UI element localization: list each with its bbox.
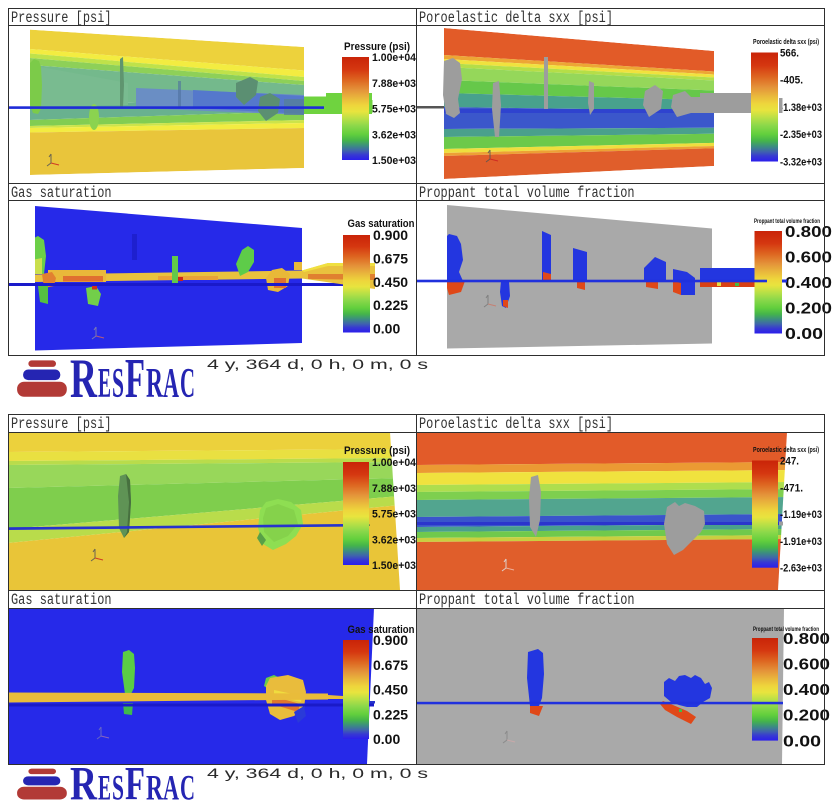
svg-text:R: R [146, 361, 163, 407]
svg-text:7.88e+03: 7.88e+03 [372, 483, 416, 495]
svg-text:0.600: 0.600 [785, 249, 832, 266]
svg-text:0.00: 0.00 [373, 321, 400, 337]
svg-text:Pressure (psi): Pressure (psi) [344, 445, 410, 457]
svg-text:A: A [163, 769, 179, 808]
svg-text:1.50e+03: 1.50e+03 [372, 155, 416, 167]
svg-text:E: E [98, 769, 111, 808]
svg-text:F: F [125, 758, 145, 809]
svg-text:0.00: 0.00 [373, 731, 400, 747]
svg-text:1.50e+03: 1.50e+03 [372, 560, 416, 572]
svg-text:5.75e+03: 5.75e+03 [372, 509, 416, 521]
svg-text:-471.: -471. [780, 482, 803, 494]
svg-text:0.800: 0.800 [783, 631, 830, 648]
svg-text:Proppant total volume fraction: Proppant total volume fraction [753, 626, 819, 633]
svg-text:0.800: 0.800 [785, 224, 832, 241]
svg-text:-1.19e+03: -1.19e+03 [780, 509, 822, 521]
svg-text:1.00e+04: 1.00e+04 [372, 52, 417, 64]
svg-text:C: C [180, 769, 195, 808]
svg-text:C: C [180, 361, 195, 407]
svg-text:-2.63e+03: -2.63e+03 [780, 563, 822, 575]
svg-text:R: R [70, 758, 97, 809]
svg-text:S: S [112, 769, 124, 808]
svg-text:0.900: 0.900 [373, 632, 408, 648]
svg-text:0.00: 0.00 [783, 733, 821, 750]
svg-text:0.225: 0.225 [373, 297, 408, 313]
svg-text:R: R [70, 348, 97, 410]
svg-text:3.62e+03: 3.62e+03 [372, 129, 416, 141]
svg-text:3.62e+03: 3.62e+03 [372, 534, 416, 546]
svg-text:Poroelastic delta sxx (psi): Poroelastic delta sxx (psi) [753, 39, 819, 46]
svg-text:247.: 247. [780, 456, 799, 468]
svg-text:Gas saturation: Gas saturation [348, 218, 415, 230]
svg-text:0.450: 0.450 [373, 682, 408, 698]
svg-text:0.450: 0.450 [373, 274, 408, 290]
svg-text:-405.: -405. [780, 75, 803, 87]
svg-text:0.200: 0.200 [783, 708, 830, 725]
svg-text:7.88e+03: 7.88e+03 [372, 78, 416, 90]
svg-text:0.675: 0.675 [373, 250, 408, 266]
svg-text:-1.38e+03: -1.38e+03 [780, 102, 822, 114]
svg-text:0.200: 0.200 [785, 301, 832, 318]
svg-text:-1.91e+03: -1.91e+03 [780, 536, 822, 548]
svg-text:0.600: 0.600 [783, 656, 830, 673]
svg-text:0.400: 0.400 [785, 275, 832, 292]
svg-text:4 y, 364 d, 0 h, 0 m, 0 s: 4 y, 364 d, 0 h, 0 m, 0 s [207, 766, 428, 781]
svg-text:Poroelastic delta sxx (psi): Poroelastic delta sxx (psi) [753, 447, 819, 454]
svg-text:F: F [125, 348, 145, 410]
svg-text:566.: 566. [780, 48, 799, 60]
svg-text:-2.35e+03: -2.35e+03 [780, 129, 822, 141]
svg-text:S: S [112, 361, 124, 407]
svg-text:0.225: 0.225 [373, 706, 408, 722]
svg-text:4 y, 364 d, 0 h, 0 m, 0 s: 4 y, 364 d, 0 h, 0 m, 0 s [207, 357, 428, 372]
svg-text:0.900: 0.900 [373, 227, 408, 243]
svg-text:Gas saturation: Gas saturation [348, 624, 415, 636]
svg-text:A: A [163, 361, 179, 407]
svg-text:E: E [98, 361, 111, 407]
svg-text:0.00: 0.00 [785, 326, 823, 343]
svg-text:1.00e+04: 1.00e+04 [372, 457, 417, 469]
svg-text:-3.32e+03: -3.32e+03 [780, 157, 822, 169]
svg-text:Pressure (psi): Pressure (psi) [344, 41, 410, 53]
svg-text:0.400: 0.400 [783, 682, 830, 699]
svg-text:5.75e+03: 5.75e+03 [372, 104, 416, 116]
svg-text:0.675: 0.675 [373, 657, 408, 673]
svg-text:R: R [146, 769, 164, 808]
svg-text:Proppant total volume fraction: Proppant total volume fraction [754, 218, 820, 225]
